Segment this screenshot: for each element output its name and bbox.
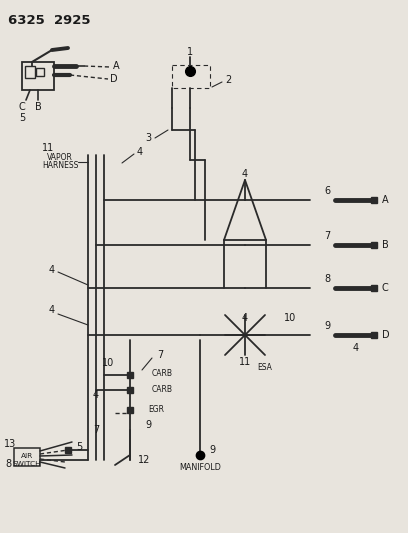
Text: 11: 11 <box>239 357 251 367</box>
Text: 9: 9 <box>145 420 151 430</box>
Bar <box>25 66 35 78</box>
Text: A: A <box>113 61 119 71</box>
Text: 6: 6 <box>324 186 330 196</box>
Text: C: C <box>382 283 389 293</box>
Bar <box>14 448 40 466</box>
Text: B: B <box>382 240 389 250</box>
Text: 10: 10 <box>102 358 114 368</box>
Text: 5: 5 <box>76 442 82 452</box>
Text: 4: 4 <box>49 265 55 275</box>
Text: CARB: CARB <box>152 368 173 377</box>
Bar <box>36 68 44 76</box>
Text: MANIFOLD: MANIFOLD <box>179 464 221 472</box>
Text: 4: 4 <box>49 305 55 315</box>
Text: 4: 4 <box>93 390 99 400</box>
Text: 5: 5 <box>19 113 25 123</box>
Text: C: C <box>19 102 25 112</box>
Text: SWITCH: SWITCH <box>13 461 41 467</box>
Bar <box>22 62 54 90</box>
Text: AIR: AIR <box>21 453 33 459</box>
Text: 11: 11 <box>42 143 54 153</box>
Text: D: D <box>382 330 390 340</box>
Text: B: B <box>35 102 41 112</box>
Text: 4: 4 <box>353 343 359 353</box>
Text: VAPOR: VAPOR <box>47 154 73 163</box>
Text: 1: 1 <box>187 47 193 57</box>
Text: A: A <box>382 195 389 205</box>
Text: 8: 8 <box>324 274 330 284</box>
Text: EGR: EGR <box>148 406 164 415</box>
Text: 12: 12 <box>138 455 150 465</box>
Text: HARNESS: HARNESS <box>42 161 78 171</box>
Text: 9: 9 <box>324 321 330 331</box>
Text: 4: 4 <box>242 169 248 179</box>
Text: 7: 7 <box>93 425 99 435</box>
Text: CARB: CARB <box>152 385 173 394</box>
Text: 7: 7 <box>157 350 163 360</box>
Text: 4: 4 <box>242 313 248 323</box>
Text: 4: 4 <box>137 147 143 157</box>
Text: 7: 7 <box>324 231 330 241</box>
Text: D: D <box>110 74 118 84</box>
Text: 3: 3 <box>145 133 151 143</box>
Text: 10: 10 <box>284 313 296 323</box>
Text: 8: 8 <box>5 459 11 469</box>
Text: 9: 9 <box>209 445 215 455</box>
Text: 6325  2925: 6325 2925 <box>8 13 91 27</box>
Text: ESA: ESA <box>257 364 273 373</box>
Text: 13: 13 <box>4 439 16 449</box>
Text: 2: 2 <box>225 75 231 85</box>
